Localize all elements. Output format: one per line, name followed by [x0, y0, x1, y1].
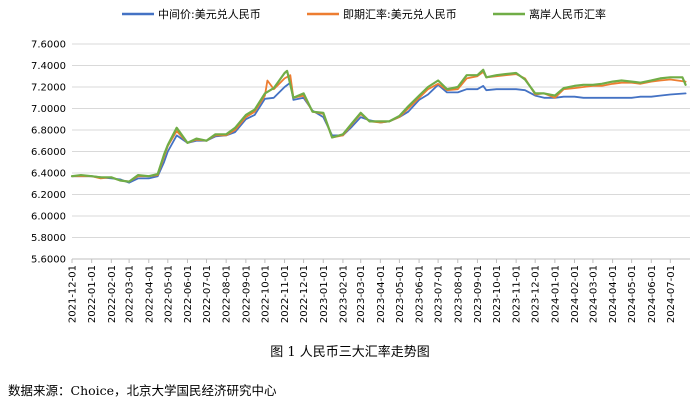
- x-tick-label: 2023-12-01: [531, 265, 542, 323]
- x-tick-label: 2024-01-01: [550, 265, 561, 323]
- y-tick-label: 6.0000: [31, 212, 66, 223]
- x-tick-label: 2023-02-01: [338, 265, 349, 323]
- legend-label-3: 离岸人民币汇率: [529, 7, 606, 21]
- x-tick-label: 2024-04-01: [608, 265, 619, 323]
- x-tick-label: 2022-01-01: [87, 265, 98, 323]
- x-tick-label: 2023-03-01: [356, 265, 367, 323]
- x-tick-label: 2022-05-01: [163, 265, 174, 323]
- x-tick-label: 2022-02-01: [107, 265, 118, 323]
- series-line-1: [71, 81, 687, 184]
- x-tick-label: 2021-12-01: [68, 265, 79, 323]
- y-gridlines: [72, 43, 690, 260]
- y-tick-label: 6.8000: [31, 126, 66, 137]
- x-tick-label: 2023-06-01: [415, 265, 426, 323]
- series-lines: [70, 68, 687, 184]
- x-tick-label: 2023-11-01: [512, 265, 523, 323]
- y-tick-label: 7.0000: [31, 104, 66, 115]
- series-line-3: [70, 68, 687, 183]
- x-tick-label: 2023-08-01: [453, 265, 464, 323]
- y-tick-label: 7.6000: [31, 40, 66, 51]
- x-tick-label: 2022-04-01: [144, 265, 155, 323]
- x-tick-label: 2022-06-01: [183, 265, 194, 323]
- y-tick-label: 6.6000: [31, 147, 66, 158]
- exchange-rate-line-chart: 中间价:美元兑人民币 即期汇率:美元兑人民币 离岸人民币汇率 5.6000 5.800…: [31, 7, 690, 323]
- data-source-note: 数据来源：Choice，北京大学国民经济研究中心: [8, 383, 277, 398]
- x-tick-label: 2022-09-01: [241, 265, 252, 323]
- x-tick-label: 2023-05-01: [395, 265, 406, 323]
- y-axis: 5.6000 5.8000 6.0000 6.2000 6.4000 6.6000 6.80…: [31, 40, 66, 266]
- x-tick-label: 2023-01-01: [319, 265, 330, 323]
- series-line-2: [71, 71, 687, 183]
- y-tick-label: 6.4000: [31, 169, 66, 180]
- x-tick-label: 2022-07-01: [202, 265, 213, 323]
- legend-label-2: 即期汇率:美元兑人民币: [343, 7, 457, 21]
- x-tick-label: 2023-04-01: [376, 265, 387, 323]
- figure-caption: 图 1 人民币三大汇率走势图: [270, 345, 430, 360]
- chart-legend: 中间价:美元兑人民币 即期汇率:美元兑人民币 离岸人民币汇率: [122, 7, 606, 21]
- x-tick-label: 2022-08-01: [222, 265, 233, 323]
- y-tick-label: 7.4000: [31, 61, 66, 72]
- x-tick-label: 2024-06-01: [647, 265, 658, 323]
- x-tick-label: 2022-03-01: [125, 265, 136, 323]
- x-tick-label: 2022-12-01: [299, 265, 310, 323]
- x-tick-label: 2022-10-01: [260, 265, 271, 323]
- x-tick-label: 2024-05-01: [627, 265, 638, 323]
- legend-label-1: 中间价:美元兑人民币: [158, 7, 261, 21]
- x-axis: 2021-12-01 2022-01-01 2022-02-01 2022-03-01…: [68, 258, 690, 323]
- y-tick-label: 6.2000: [31, 190, 66, 201]
- x-tick-label: 2024-02-01: [570, 265, 581, 323]
- y-tick-label: 7.2000: [31, 83, 66, 94]
- y-tick-label: 5.8000: [31, 233, 66, 244]
- x-tick-label: 2022-11-01: [280, 265, 291, 323]
- x-tick-label: 2024-03-01: [588, 265, 599, 323]
- y-tick-label: 5.6000: [31, 255, 66, 266]
- x-tick-label: 2023-07-01: [434, 265, 445, 323]
- x-tick-label: 2024-07-01: [666, 265, 677, 323]
- x-tick-label: 2023-09-01: [473, 265, 484, 323]
- x-tick-label: 2023-10-01: [492, 265, 503, 323]
